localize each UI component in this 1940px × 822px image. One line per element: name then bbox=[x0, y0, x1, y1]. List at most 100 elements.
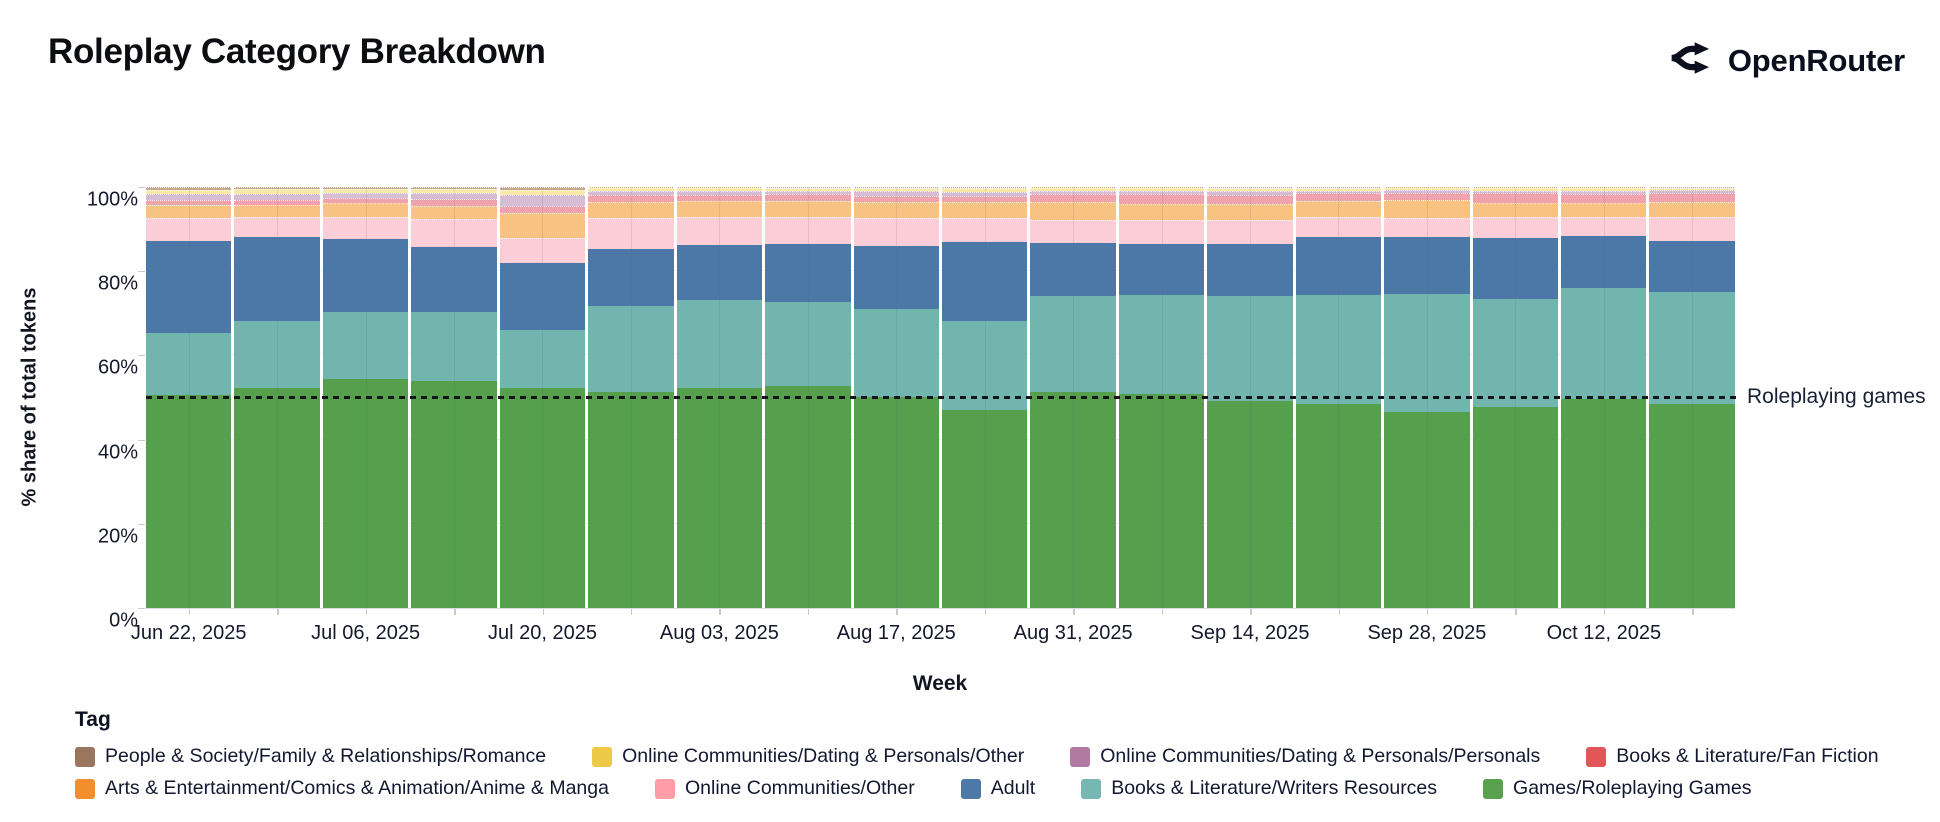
segment-dating-personals-other[interactable] bbox=[765, 188, 851, 191]
bar-week-oct-05-2025[interactable] bbox=[1472, 187, 1558, 608]
segment-dating-personals-other[interactable] bbox=[588, 188, 674, 192]
segment-fan-fiction[interactable] bbox=[1118, 193, 1205, 204]
segment-fan-fiction[interactable] bbox=[499, 206, 586, 213]
segment-fan-fiction[interactable] bbox=[1295, 193, 1382, 201]
segment-romance[interactable] bbox=[1472, 187, 1558, 188]
segment-romance[interactable] bbox=[588, 187, 674, 188]
segment-dating-personals-other[interactable] bbox=[1472, 188, 1558, 191]
segment-adult[interactable] bbox=[146, 240, 232, 333]
segment-online-communities-other[interactable] bbox=[853, 217, 939, 246]
segment-anime-manga[interactable] bbox=[1207, 204, 1293, 221]
segment-adult[interactable] bbox=[941, 241, 1028, 322]
legend-item-fan-fiction[interactable]: Books & Literature/Fan Fiction bbox=[1586, 745, 1879, 768]
segment-adult[interactable] bbox=[853, 246, 939, 310]
segment-dating-personals-personals[interactable] bbox=[499, 194, 586, 207]
segment-adult[interactable] bbox=[588, 249, 674, 307]
segment-online-communities-other[interactable] bbox=[588, 217, 674, 250]
segment-books-literature-writers-resources[interactable] bbox=[1207, 295, 1293, 401]
segment-anime-manga[interactable] bbox=[941, 201, 1028, 218]
segment-dating-personals-personals[interactable] bbox=[765, 190, 851, 195]
segment-adult[interactable] bbox=[1472, 237, 1558, 299]
segment-romance[interactable] bbox=[1295, 187, 1382, 188]
segment-anime-manga[interactable] bbox=[1384, 200, 1470, 218]
segment-online-communities-other[interactable] bbox=[1561, 217, 1647, 236]
segment-dating-personals-other[interactable] bbox=[941, 187, 1028, 192]
segment-adult[interactable] bbox=[1118, 243, 1205, 296]
bar-week-jul-13-2025[interactable] bbox=[411, 187, 497, 608]
segment-dating-personals-personals[interactable] bbox=[411, 192, 497, 200]
segment-anime-manga[interactable] bbox=[853, 202, 939, 218]
segment-anime-manga[interactable] bbox=[234, 205, 320, 218]
segment-romance[interactable] bbox=[941, 186, 1028, 188]
segment-fan-fiction[interactable] bbox=[322, 197, 409, 203]
segment-dating-personals-other[interactable] bbox=[1384, 187, 1470, 191]
bar-week-jul-20-2025[interactable] bbox=[499, 187, 586, 608]
segment-online-communities-other[interactable] bbox=[765, 216, 851, 245]
segment-games-roleplaying-games[interactable] bbox=[1472, 407, 1558, 608]
segment-dating-personals-other[interactable] bbox=[1649, 188, 1735, 190]
segment-dating-personals-personals[interactable] bbox=[1561, 190, 1647, 195]
bar-week-oct-12-2025[interactable] bbox=[1561, 187, 1647, 608]
bar-week-aug-17-2025[interactable] bbox=[853, 186, 939, 608]
segment-romance[interactable] bbox=[1384, 186, 1470, 188]
bar-week-aug-10-2025[interactable] bbox=[765, 187, 851, 608]
segment-books-literature-writers-resources[interactable] bbox=[676, 300, 763, 388]
legend-item-online-communities-other[interactable]: Online Communities/Other bbox=[654, 777, 915, 800]
segment-books-literature-writers-resources[interactable] bbox=[411, 312, 497, 381]
segment-anime-manga[interactable] bbox=[322, 202, 409, 217]
segment-dating-personals-personals[interactable] bbox=[322, 192, 409, 198]
segment-dating-personals-other[interactable] bbox=[322, 188, 409, 193]
legend-item-dating-personals-other[interactable]: Online Communities/Dating & Personals/Ot… bbox=[592, 745, 1024, 768]
segment-fan-fiction[interactable] bbox=[941, 195, 1028, 202]
segment-games-roleplaying-games[interactable] bbox=[1118, 394, 1205, 608]
segment-fan-fiction[interactable] bbox=[1561, 194, 1647, 204]
segment-fan-fiction[interactable] bbox=[676, 194, 763, 201]
bar-week-aug-03-2025[interactable] bbox=[676, 186, 763, 608]
segment-dating-personals-other[interactable] bbox=[499, 189, 586, 195]
segment-fan-fiction[interactable] bbox=[411, 199, 497, 206]
segment-adult[interactable] bbox=[765, 244, 851, 302]
segment-anime-manga[interactable] bbox=[1295, 200, 1382, 217]
segment-dating-personals-other[interactable] bbox=[146, 190, 232, 195]
segment-online-communities-other[interactable] bbox=[676, 216, 763, 245]
segment-books-literature-writers-resources[interactable] bbox=[853, 309, 939, 397]
segment-dating-personals-personals[interactable] bbox=[941, 191, 1028, 196]
segment-fan-fiction[interactable] bbox=[234, 199, 320, 206]
legend-item-anime-manga[interactable]: Arts & Entertainment/Comics & Animation/… bbox=[75, 777, 609, 800]
segment-anime-manga[interactable] bbox=[499, 212, 586, 239]
segment-books-literature-writers-resources[interactable] bbox=[588, 306, 674, 393]
segment-dating-personals-other[interactable] bbox=[853, 187, 939, 192]
segment-romance[interactable] bbox=[765, 187, 851, 188]
segment-games-roleplaying-games[interactable] bbox=[1295, 403, 1382, 608]
segment-dating-personals-other[interactable] bbox=[1295, 188, 1382, 191]
segment-dating-personals-personals[interactable] bbox=[234, 194, 320, 200]
segment-adult[interactable] bbox=[1649, 241, 1735, 293]
segment-romance[interactable] bbox=[1207, 187, 1293, 188]
segment-dating-personals-other[interactable] bbox=[234, 189, 320, 195]
segment-online-communities-other[interactable] bbox=[1472, 216, 1558, 238]
segment-dating-personals-personals[interactable] bbox=[146, 194, 232, 200]
bar-week-sep-21-2025[interactable] bbox=[1295, 187, 1382, 608]
legend-item-games-roleplaying-games[interactable]: Games/Roleplaying Games bbox=[1483, 777, 1751, 800]
segment-online-communities-other[interactable] bbox=[1207, 220, 1293, 244]
segment-dating-personals-personals[interactable] bbox=[1030, 190, 1116, 194]
segment-books-literature-writers-resources[interactable] bbox=[1295, 294, 1382, 404]
segment-online-communities-other[interactable] bbox=[941, 217, 1028, 242]
segment-adult[interactable] bbox=[676, 244, 763, 301]
segment-online-communities-other[interactable] bbox=[1118, 219, 1205, 244]
segment-anime-manga[interactable] bbox=[765, 200, 851, 217]
segment-anime-manga[interactable] bbox=[1030, 202, 1116, 220]
segment-romance[interactable] bbox=[1561, 187, 1647, 188]
segment-romance[interactable] bbox=[1118, 187, 1205, 188]
legend-item-books-literature-writers-resources[interactable]: Books & Literature/Writers Resources bbox=[1081, 777, 1437, 800]
bar-week-oct-19-2025[interactable] bbox=[1649, 187, 1735, 608]
segment-games-roleplaying-games[interactable] bbox=[941, 410, 1028, 608]
segment-fan-fiction[interactable] bbox=[853, 195, 939, 203]
segment-fan-fiction[interactable] bbox=[1384, 192, 1470, 201]
segment-adult[interactable] bbox=[1384, 236, 1470, 295]
bar-week-sep-07-2025[interactable] bbox=[1118, 187, 1205, 608]
bar-week-jul-27-2025[interactable] bbox=[588, 187, 674, 608]
segment-games-roleplaying-games[interactable] bbox=[234, 388, 320, 608]
segment-romance[interactable] bbox=[146, 187, 232, 191]
segment-books-literature-writers-resources[interactable] bbox=[1384, 294, 1470, 413]
